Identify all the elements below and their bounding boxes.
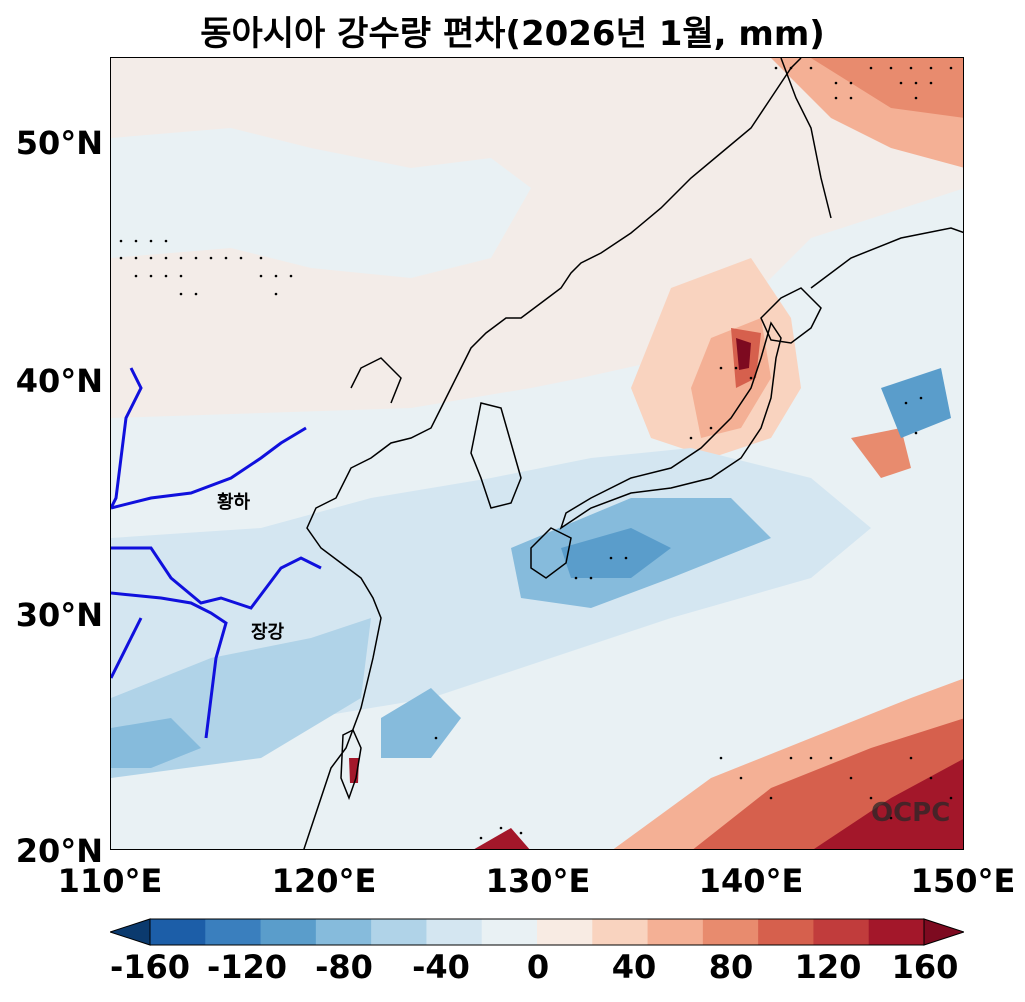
coastline-hokkaido [760, 287, 822, 344]
coastline-korea [470, 402, 522, 509]
yangtze-river [111, 546, 322, 610]
lat-label-20: 20°N [15, 832, 103, 870]
colorbar-segment [647, 919, 704, 945]
yangtze-river-label: 장강 [251, 622, 285, 643]
colorbar-segment [426, 919, 483, 945]
anomaly-patch-east [851, 428, 911, 478]
colorbar [110, 918, 964, 946]
lat-label-50: 50°N [15, 124, 103, 162]
coastline-taiwan [340, 728, 362, 801]
anomaly-patch-south-china-mid [111, 718, 201, 768]
colorbar-tick-label: 160 [891, 948, 959, 986]
anomaly-patch-se-strong [814, 759, 963, 849]
colorbar-outline [149, 918, 925, 946]
yangtze-river-upper [111, 617, 143, 679]
yellow-river-upper [111, 367, 143, 509]
yangtze-river-tributary [111, 591, 228, 739]
colorbar-segment [758, 919, 814, 945]
colorbar-tick-label: -80 [315, 948, 373, 986]
anomaly-patch-north-neutral [111, 128, 531, 278]
yellow-river [111, 426, 307, 510]
colorbar-tick-label: -120 [206, 948, 288, 986]
colorbar-extend-low [110, 918, 151, 946]
lon-label-150: 150°E [910, 862, 1016, 900]
colorbar-segment [592, 919, 649, 945]
coastline-sakhalin [780, 58, 832, 219]
colorbar-tick-label: -40 [412, 948, 470, 986]
colorbar-tick-label: 120 [794, 948, 862, 986]
anomaly-patch-tohoku-peak [736, 338, 751, 370]
colorbar-tick-label: 80 [708, 948, 754, 986]
colorbar-segment [260, 919, 317, 945]
watermark-text: OCPC [871, 798, 951, 828]
colorbar-segment [150, 919, 206, 945]
coastline-kyushu [530, 527, 572, 579]
colorbar-segment [702, 919, 759, 945]
coastline-honshu [559, 321, 782, 530]
significance-dots [119, 66, 953, 840]
lon-label-110: 110°E [57, 862, 163, 900]
coastline-bohai [350, 357, 402, 404]
coastline-kuril [810, 227, 963, 289]
colorbar-extend-high [923, 918, 964, 946]
lon-label-130: 130°E [485, 862, 591, 900]
lat-label-40: 40°N [15, 362, 103, 400]
map-title: 동아시아 강수량 편차(2026년 1월, mm) [200, 14, 825, 54]
anomaly-patch-east-negative [881, 368, 951, 438]
anomaly-map [111, 58, 963, 849]
colorbar-tick-label: -160 [109, 948, 191, 986]
colorbar-segment [371, 919, 427, 945]
anomaly-patch-south-japan-strong [561, 528, 671, 578]
lon-label-140: 140°E [698, 862, 804, 900]
colorbar-segment [205, 919, 262, 945]
map-panel: 황하 장강 OCPC [110, 57, 964, 850]
yellow-river-label: 황하 [217, 492, 251, 513]
lat-label-30: 30°N [15, 596, 103, 634]
colorbar-segment [868, 919, 925, 945]
colorbar-segment [315, 919, 372, 945]
colorbar-segment [537, 919, 593, 945]
lon-label-120: 120°E [271, 862, 377, 900]
coastline-mainland [303, 58, 802, 849]
anomaly-patch-ne-strong [811, 58, 963, 118]
anomaly-patch-okinawa [381, 688, 461, 758]
anomaly-patch-north [111, 58, 963, 418]
colorbar-segment [813, 919, 870, 945]
colorbar-tick-label: 40 [611, 948, 657, 986]
colorbar-segment [481, 919, 538, 945]
colorbar-tick-label: 0 [526, 948, 550, 986]
